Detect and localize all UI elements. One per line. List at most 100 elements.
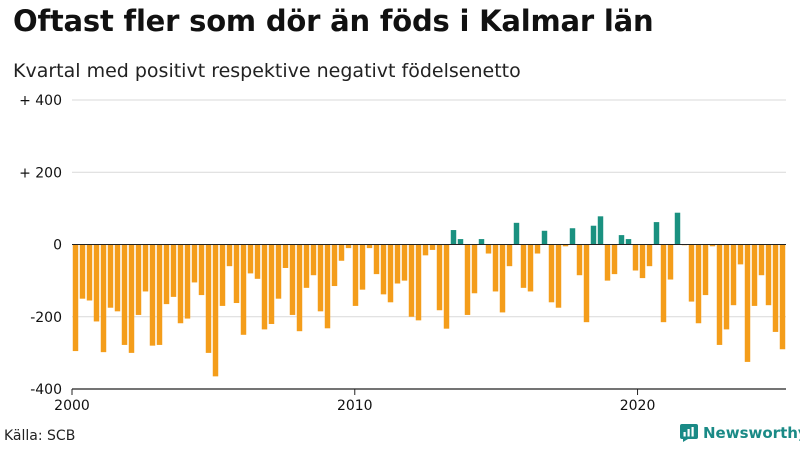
bar <box>639 244 646 279</box>
bar <box>667 244 674 280</box>
bar <box>254 244 261 279</box>
bar <box>555 244 562 308</box>
chart-subtitle: Kvartal med positivt respektive negativt… <box>13 60 521 82</box>
bar <box>569 228 576 245</box>
bar <box>506 244 513 267</box>
bar <box>597 216 604 245</box>
bar <box>415 244 422 321</box>
bar <box>737 244 744 265</box>
bar <box>765 244 772 306</box>
bar <box>366 244 373 249</box>
bar <box>289 244 296 315</box>
bar <box>471 244 478 294</box>
bar <box>443 244 450 329</box>
brand-name: Newsworthy <box>703 424 800 442</box>
bar <box>436 244 443 311</box>
bar <box>422 244 429 256</box>
bar <box>772 244 779 332</box>
bar <box>128 244 135 353</box>
x-axis-ticks: 2000 2010 2020 <box>54 389 655 414</box>
bar <box>450 230 457 245</box>
bar <box>205 244 212 353</box>
bar <box>373 244 380 275</box>
y-axis-ticks: + 400 + 200 0 -200 -400 <box>19 93 62 398</box>
bar <box>317 244 324 312</box>
bar <box>338 244 345 261</box>
bar <box>723 244 730 330</box>
bar <box>485 244 492 254</box>
bar <box>149 244 156 346</box>
bar <box>492 244 499 292</box>
chart-title: Oftast fler som dör än föds i Kalmar län <box>13 4 654 38</box>
bar <box>303 244 310 288</box>
bar <box>541 230 548 245</box>
bar <box>548 244 555 303</box>
bar <box>198 244 205 296</box>
bar <box>72 244 79 352</box>
bar <box>387 244 394 303</box>
bar <box>744 244 751 362</box>
bar <box>716 244 723 345</box>
bar <box>359 244 366 290</box>
bar <box>632 244 639 271</box>
bar <box>191 244 198 283</box>
bar <box>534 244 541 254</box>
bar <box>93 244 100 322</box>
bar <box>212 244 219 377</box>
bar <box>618 235 625 245</box>
bar <box>401 244 408 281</box>
source-label: Källa: SCB <box>4 428 76 444</box>
y-tick-label: + 400 <box>19 93 62 109</box>
bar <box>142 244 149 292</box>
bar <box>170 244 177 297</box>
bar <box>730 244 737 306</box>
bar <box>226 244 233 267</box>
bar <box>107 244 114 308</box>
bar <box>156 244 163 345</box>
bar <box>121 244 128 345</box>
bar <box>275 244 282 299</box>
bar <box>100 244 107 353</box>
bar <box>345 244 352 249</box>
bar <box>625 239 632 245</box>
bar <box>114 244 121 312</box>
bar <box>695 244 702 324</box>
y-tick-label: 0 <box>53 238 62 254</box>
bar <box>331 244 338 287</box>
bar <box>184 244 191 319</box>
bar <box>702 244 709 296</box>
bar <box>457 239 464 245</box>
bar <box>219 244 226 306</box>
bar <box>709 244 716 247</box>
newsworthy-logo-icon <box>680 424 698 442</box>
bar <box>478 239 485 245</box>
bar <box>688 244 695 302</box>
bar <box>394 244 401 284</box>
bar <box>513 222 520 245</box>
bar <box>779 244 786 350</box>
bar <box>135 244 142 315</box>
bar <box>611 244 618 275</box>
bar <box>79 244 86 299</box>
bar <box>660 244 667 323</box>
bar <box>233 244 240 304</box>
bar <box>562 244 569 247</box>
bar <box>604 244 611 281</box>
bar <box>296 244 303 332</box>
bar <box>310 244 317 276</box>
y-tick-label: -200 <box>30 310 62 326</box>
bar <box>240 244 247 335</box>
bar <box>499 244 506 313</box>
bar <box>380 244 387 295</box>
x-tick-label: 2010 <box>337 398 373 414</box>
x-tick-label: 2000 <box>54 398 90 414</box>
y-tick-label: -400 <box>30 382 62 398</box>
bar <box>324 244 331 329</box>
bar <box>464 244 471 315</box>
bar <box>429 244 436 250</box>
brand-logo[interactable]: Newsworthy <box>680 424 800 442</box>
bar <box>590 225 597 245</box>
bar <box>527 244 534 292</box>
bar <box>653 222 660 245</box>
